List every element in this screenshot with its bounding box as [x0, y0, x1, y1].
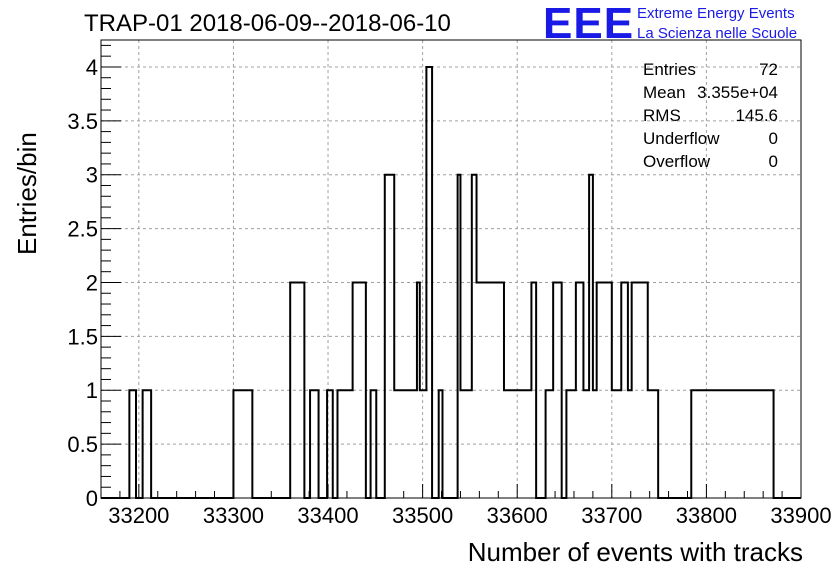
logo-line-1: Extreme Energy Events — [637, 5, 795, 22]
axes: 33200 33300 33400 33500 33600 33700 33800 33900… — [67, 39, 832, 528]
y-tick-label: 1.5 — [67, 324, 98, 349]
y-tick-label: 2.5 — [67, 217, 98, 242]
logo-line-2: La Scienza nelle Scuole — [637, 25, 798, 42]
stat-underflow-label: Underflow — [643, 129, 720, 148]
chart-title: TRAP-01 2018-06-09--2018-06-10 — [84, 10, 451, 37]
stat-entries-label: Entries — [643, 60, 696, 79]
y-tick-label: 0.5 — [67, 432, 98, 457]
stat-mean-value: 3.355e+04 — [697, 83, 778, 102]
stat-entries-value: 72 — [759, 60, 778, 79]
x-tick-label: 33600 — [487, 503, 548, 528]
stat-rms-label: RMS — [643, 106, 681, 125]
x-tick-label: 33500 — [392, 503, 453, 528]
stat-underflow-value: 0 — [768, 129, 778, 148]
x-tick-label: 33900 — [770, 503, 831, 528]
y-axis-label-wrap: Entries/bin — [8, 110, 42, 270]
y-tick-label: 3 — [86, 163, 98, 188]
stat-mean-label: Mean — [643, 83, 686, 102]
x-tick-label: 33400 — [297, 503, 358, 528]
stat-rms-value: 145.6 — [735, 106, 778, 125]
y-tick-label: 4 — [86, 55, 98, 80]
x-axis-label: Number of events with tracks — [467, 537, 803, 567]
stat-overflow-label: Overflow — [643, 152, 711, 171]
stat-overflow-value: 0 — [768, 152, 778, 171]
y-tick-label: 3.5 — [67, 109, 98, 134]
histogram-bars — [101, 65, 801, 499]
grid-lines — [101, 40, 802, 498]
x-tick-label: 33200 — [108, 503, 169, 528]
x-tick-label: 33300 — [203, 503, 264, 528]
x-tick-label: 33800 — [676, 503, 737, 528]
y-tick-label: 0 — [86, 486, 98, 511]
y-tick-label: 1 — [86, 378, 98, 403]
eee-logo: EEE — [543, 0, 635, 48]
y-axis-label: Entries/bin — [12, 132, 42, 255]
x-tick-label: 33700 — [581, 503, 642, 528]
plot-frame — [100, 39, 802, 499]
histogram-outline — [101, 65, 801, 499]
y-tick-label: 2 — [86, 270, 98, 295]
